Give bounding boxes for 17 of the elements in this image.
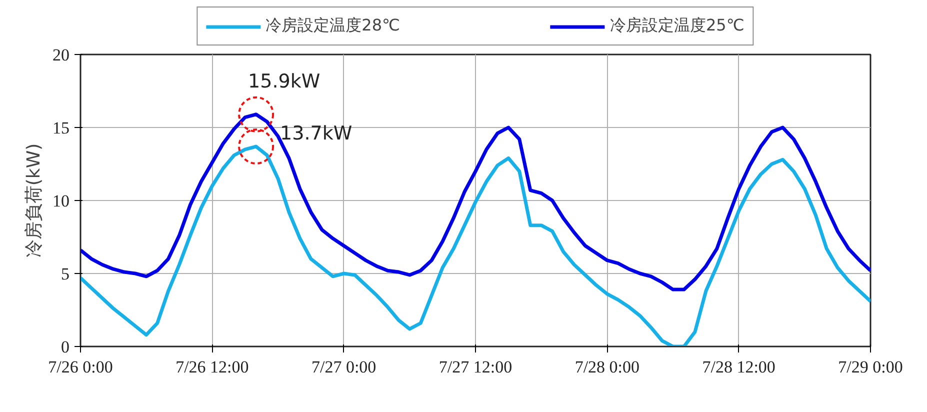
y-axis-title: 冷房負荷(kW)	[24, 143, 44, 258]
annotation: 13.7kW	[280, 122, 352, 144]
x-tick-label: 7/29 0:00	[838, 358, 903, 376]
legend-label: 冷房設定温度28℃	[266, 16, 400, 36]
y-tick-label: 15	[52, 118, 70, 138]
x-tick-label: 7/27 12:00	[438, 358, 512, 376]
x-tick-label: 7/26 12:00	[176, 358, 249, 376]
x-tick-label: 7/28 12:00	[702, 358, 776, 376]
x-tick-label: 7/28 0:00	[574, 358, 640, 376]
legend-label: 冷房設定温度25℃	[610, 16, 744, 36]
annotation: 15.9kW	[248, 70, 320, 92]
y-tick-label: 5	[61, 264, 70, 284]
y-tick-label: 10	[52, 192, 70, 210]
y-tick-label: 20	[52, 46, 70, 64]
x-tick-label: 7/27 0:00	[311, 358, 376, 376]
x-tick-label: 7/26 0:00	[48, 358, 113, 376]
y-tick-label: 0	[61, 338, 70, 356]
